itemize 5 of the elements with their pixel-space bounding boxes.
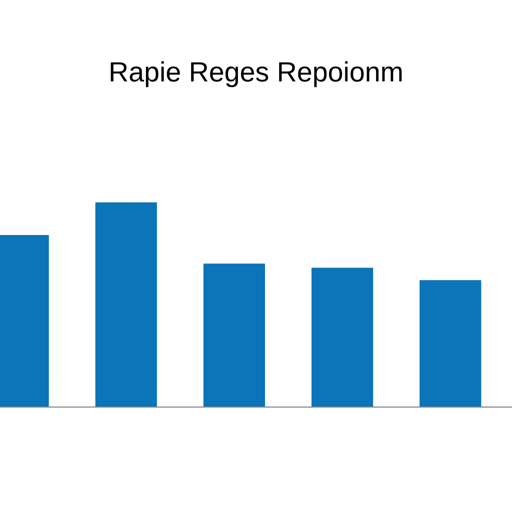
bar: [203, 264, 266, 408]
bar: [312, 268, 374, 408]
bar: [95, 202, 157, 408]
bar: [420, 280, 482, 408]
chart-title: Rapie Reges Repoionm: [110, 61, 402, 88]
